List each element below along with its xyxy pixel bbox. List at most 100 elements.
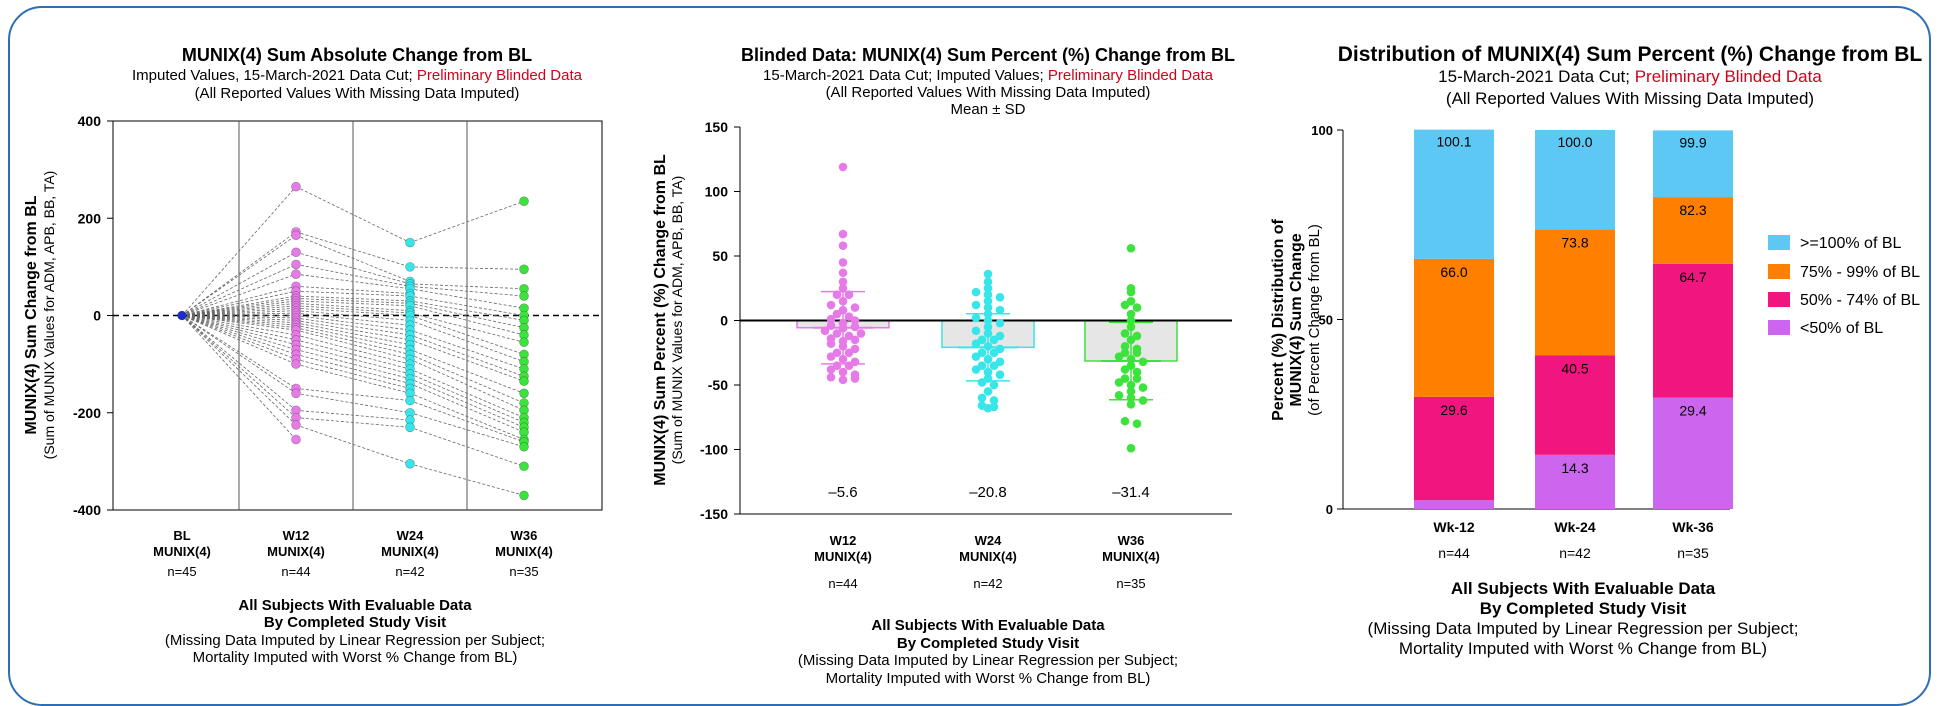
- chart1-subject-line: [295, 322, 411, 346]
- chart1-subject-line: [295, 310, 411, 321]
- chart3-segment: [1653, 397, 1733, 509]
- chart1-subject-line: [181, 315, 297, 329]
- chart3-data-label: 99.9: [1679, 134, 1706, 150]
- chart2-point: [844, 290, 854, 300]
- chart3-footer-line: By Completed Study Visit: [1480, 599, 1687, 618]
- chart2-point: [838, 258, 848, 267]
- chart3-ytick-label: 0: [1326, 502, 1333, 517]
- chart2-point: [983, 277, 993, 287]
- chart3-subtitle-part: 15-March-2021 Data Cut;: [1438, 67, 1635, 86]
- chart2-point: [832, 329, 842, 338]
- chart2-point: [826, 372, 836, 382]
- chart2-xtick-label: W12: [830, 533, 857, 548]
- chart1-xtick-label: W12: [283, 528, 310, 543]
- chart3-segment: [1653, 197, 1733, 264]
- chart2-xtick-label: MUNIX(4): [959, 549, 1017, 564]
- chart2-point: [838, 241, 848, 250]
- chart3-footer-line: All Subjects With Evaluable Data: [1451, 579, 1716, 598]
- chart2-point: [995, 370, 1005, 379]
- chart1-subject-line: [181, 186, 297, 316]
- chart2-point: [1114, 391, 1124, 400]
- chart1-subject-line: [295, 315, 411, 331]
- chart2-mean-label: –31.4: [1112, 484, 1150, 501]
- chart1-subject-line: [295, 305, 411, 314]
- chart2-point: [1120, 329, 1130, 338]
- chart2-subtitle3: Mean ± SD: [951, 101, 1026, 118]
- chart2-point: [983, 283, 993, 293]
- chart2-point: [977, 378, 987, 387]
- chart2-point: [1120, 416, 1130, 426]
- chart1-xtick-label: MUNIX(4): [495, 544, 553, 559]
- chart2-point: [838, 283, 848, 293]
- chart1-subject-line: [295, 273, 411, 290]
- chart1-point: [291, 247, 301, 258]
- chart2-point: [838, 162, 848, 172]
- chart1-footer-line: All Subjects With Evaluable Data: [238, 597, 472, 614]
- chart3-legend-label: >=100% of BL: [1800, 235, 1902, 252]
- chart2-n-label: n=42: [973, 576, 1002, 591]
- chart1-subject-line: [409, 378, 525, 428]
- chart3-data-label: 29.6: [1440, 402, 1467, 418]
- chart1-subject-line: [181, 315, 297, 426]
- chart2-point: [1126, 443, 1136, 453]
- chart2-mean-label: –5.6: [828, 484, 857, 501]
- chart2-point: [1132, 367, 1142, 377]
- chart2-point: [826, 352, 836, 361]
- chart1-point: [405, 422, 415, 433]
- chart2-point: [838, 268, 848, 278]
- chart1-point: [519, 337, 529, 348]
- chart2-point: [989, 335, 999, 345]
- chart1-subject-line: [295, 392, 411, 414]
- chart1-point: [405, 237, 415, 248]
- chart1-subject-line: [181, 298, 297, 316]
- chart1-point: [291, 181, 301, 192]
- chart3-n-label: n=35: [1677, 545, 1709, 561]
- chart1-subject-line: [409, 200, 525, 243]
- chart3-legend-swatch: [1768, 292, 1790, 307]
- chart1-subject-line: [295, 327, 411, 355]
- chart1-xtick-label: W24: [397, 528, 425, 543]
- chart3-segment: [1653, 130, 1733, 198]
- chart2-point: [850, 374, 860, 383]
- chart1-subject-line: [409, 383, 525, 433]
- chart3-segment: [1414, 258, 1494, 397]
- chart1-subject-line: [181, 305, 297, 316]
- chart3-segment: [1535, 355, 1615, 455]
- chart1-point: [291, 434, 301, 445]
- chart2-footer-line: Mortality Imputed with Worst % Change fr…: [826, 670, 1151, 687]
- chart1-ytick-label: -200: [73, 405, 101, 421]
- chart2-ytick-label: 0: [720, 313, 728, 329]
- chart1-subject-line: [295, 295, 411, 302]
- chart2-point: [838, 229, 848, 239]
- chart1-subject-line: [181, 315, 297, 440]
- chart2-point: [989, 380, 999, 390]
- chart1-footer-line: By Completed Study Visit: [264, 614, 446, 631]
- chart2-ytick-label: -150: [700, 506, 728, 522]
- chart3-data-label: 14.3: [1561, 460, 1588, 476]
- chart1-subject-line: [409, 283, 525, 290]
- chart2-ylabel: MUNIX(4) Sum Percent (%) Change from BL: [652, 154, 669, 486]
- chart3-data-label: 40.5: [1561, 361, 1588, 377]
- chart2-point: [989, 348, 999, 358]
- chart1-subject-lines: [181, 186, 525, 496]
- chart3-segment: [1535, 130, 1615, 230]
- chart2-point: [844, 361, 854, 370]
- chart3-legend-label: 75% - 99% of BL: [1800, 264, 1920, 281]
- chart1-n-label: n=42: [395, 564, 424, 579]
- chart3-ytick-label: 50: [1319, 313, 1333, 328]
- chart2-point: [826, 365, 836, 374]
- chart1-subject-line: [409, 295, 525, 316]
- chart1-xtick-label: BL: [173, 528, 190, 543]
- chart1-ylabel: MUNIX(4) Sum Change from BL: [23, 195, 40, 434]
- chart1-point: [291, 230, 301, 241]
- chart2-subtitle: 15-March-2021 Data Cut; Imputed Values; …: [763, 67, 1214, 84]
- chart1-subject-line: [181, 290, 297, 316]
- chart1-subject-line: [181, 295, 297, 316]
- chart1-point: [519, 264, 529, 275]
- chart2-point: [983, 403, 993, 413]
- chart1-subject-line: [409, 354, 525, 404]
- chart3-xtick-label: Wk-12: [1433, 519, 1474, 535]
- chart1-subject-line: [295, 388, 411, 401]
- chart2-ytick-label: -50: [708, 377, 728, 393]
- chart1-subject-line: [295, 324, 411, 350]
